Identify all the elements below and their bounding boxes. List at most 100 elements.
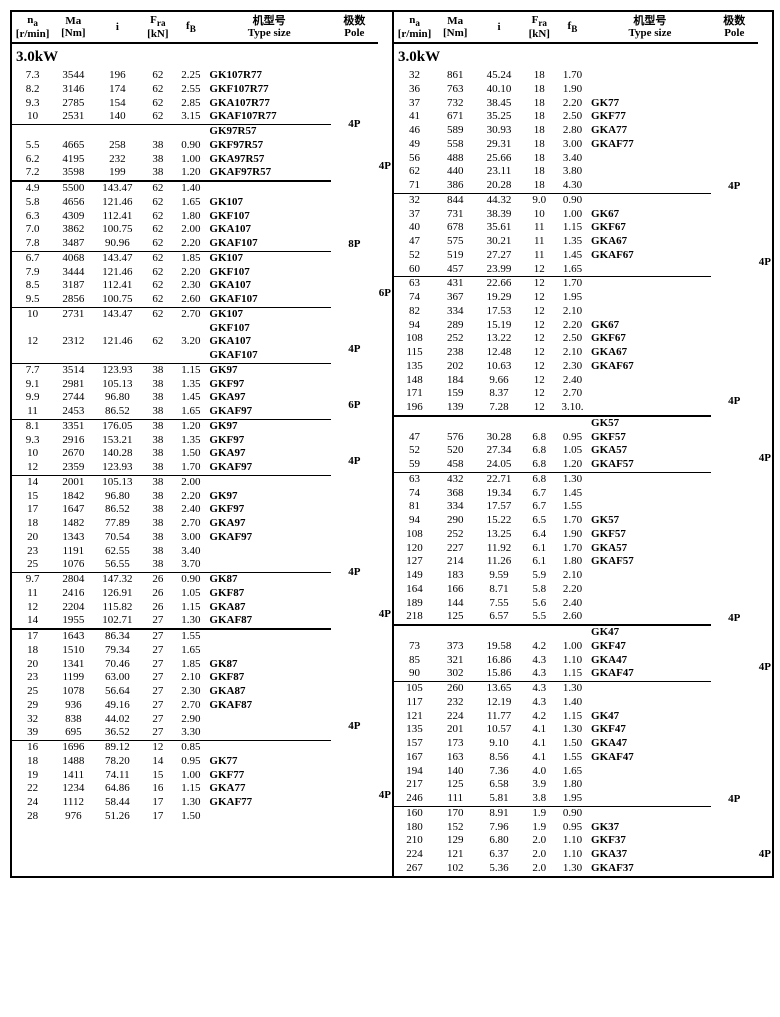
cell-i: 11.77	[475, 710, 522, 724]
cell-fra: 62	[141, 69, 174, 83]
cell-type-size: GKAF97R57	[207, 166, 331, 181]
cell-pole: 4P	[758, 640, 772, 696]
cell-ma: 2453	[53, 405, 93, 419]
cell-na: 9.3	[12, 97, 53, 111]
cell-na: 135	[394, 360, 435, 374]
cell-na: 47	[394, 235, 435, 249]
data-row: 17164786.52382.40GKF97	[12, 503, 392, 517]
cell-na: 40	[394, 221, 435, 235]
cell-na: 47	[394, 431, 435, 445]
cell-fra: 38	[141, 490, 174, 504]
cell-ma: 558	[435, 138, 475, 152]
cell-type-size: GKF47	[589, 640, 711, 654]
cell-type-size	[207, 629, 331, 644]
col-pole: 极数Pole	[711, 12, 758, 43]
cell-na	[12, 349, 53, 363]
cell-i: 121.46	[94, 266, 142, 280]
cell-na: 90	[394, 667, 435, 681]
cell-fra: 6.8	[523, 444, 556, 458]
cell-fra: 62	[141, 97, 174, 111]
cell-fra: 38	[141, 434, 174, 448]
cell-i: 7.96	[475, 821, 522, 835]
cell-i: 45.24	[475, 69, 522, 83]
cell-fra: 6.1	[523, 542, 556, 556]
cell-na: 60	[394, 263, 435, 277]
cell-fb: 2.60	[556, 610, 589, 625]
cell-fb: 1.00	[556, 208, 589, 222]
cell-ma: 302	[435, 667, 475, 681]
cell-ma: 1078	[53, 685, 93, 699]
cell-i: 30.28	[475, 431, 522, 445]
cell-na: 9.3	[12, 434, 53, 448]
cell-ma: 520	[435, 444, 475, 458]
cell-fb: 1.50	[556, 737, 589, 751]
cell-fra: 27	[141, 685, 174, 699]
cell-fb: 3.40	[556, 152, 589, 166]
cell-i: 9.66	[475, 374, 522, 388]
data-row: 7.23598199381.20GKAF97R57	[12, 166, 392, 181]
cell-fb: 2.40	[556, 597, 589, 611]
cell-ma: 102	[435, 862, 475, 876]
cell-fra: 18	[523, 97, 556, 111]
cell-type-size: GKF87	[207, 671, 331, 685]
cell-i: 6.58	[475, 778, 522, 792]
cell-fb: 1.95	[556, 792, 589, 806]
cell-fra: 62	[141, 293, 174, 307]
cell-fb: 0.95	[174, 755, 207, 769]
cell-na: 217	[394, 778, 435, 792]
cell-ma: 2916	[53, 434, 93, 448]
cell-ma: 763	[435, 83, 475, 97]
cell-type-size: GK67	[589, 208, 711, 222]
cell-na: 36	[394, 83, 435, 97]
cell-na: 37	[394, 97, 435, 111]
cell-fra: 12	[523, 387, 556, 401]
cell-na: 11	[12, 405, 53, 419]
cell-fb: 1.05	[556, 444, 589, 458]
cell-i: 22.71	[475, 472, 522, 486]
cell-pole: 4P	[378, 587, 392, 644]
data-row: 4658930.93182.80GKA774P	[394, 124, 772, 138]
cell-ma: 183	[435, 569, 475, 583]
cell-type-size: GK47	[589, 625, 711, 640]
cell-fb: 2.10	[556, 305, 589, 319]
cell-i: 77.89	[94, 517, 142, 531]
cell-i: 9.59	[475, 569, 522, 583]
cell-i: 9.10	[475, 737, 522, 751]
cell-i: 86.52	[94, 503, 142, 517]
cell-ma: 3598	[53, 166, 93, 181]
cell-i: 19.29	[475, 291, 522, 305]
cell-na: 167	[394, 751, 435, 765]
cell-ma: 334	[435, 500, 475, 514]
cell-fb: 1.85	[174, 251, 207, 265]
cell-fb	[556, 416, 589, 431]
cell-ma: 4665	[53, 139, 93, 153]
cell-ma: 2359	[53, 461, 93, 475]
cell-ma: 170	[435, 806, 475, 820]
cell-fra: 4.1	[523, 737, 556, 751]
data-row: 22123464.86161.15GKA77	[12, 782, 392, 796]
cell-type-size: GKA57	[589, 444, 711, 458]
cell-na: 171	[394, 387, 435, 401]
cell-fra: 1.9	[523, 821, 556, 835]
cell-fra: 5.5	[523, 610, 556, 625]
cell-i: 174	[94, 83, 142, 97]
cell-type-size	[589, 806, 711, 820]
spec-table: na[r/min] Ma[Nm] i Fra[kN] fB 机型号Type si…	[394, 12, 772, 876]
cell-i: 143.47	[94, 307, 142, 321]
cell-i: 7.55	[475, 597, 522, 611]
cell-ma: 731	[435, 208, 475, 222]
cell-na: 32	[12, 713, 53, 727]
cell-i: 6.80	[475, 834, 522, 848]
cell-pole: 4P	[758, 221, 772, 305]
cell-ma: 152	[435, 821, 475, 835]
cell-pole	[711, 319, 758, 333]
cell-ma: 184	[435, 374, 475, 388]
cell-fb: 1.15	[174, 363, 207, 377]
cell-ma: 2001	[53, 475, 93, 489]
cell-i	[94, 349, 142, 363]
cell-i: 51.26	[94, 810, 142, 824]
spec-table: na[r/min] Ma[Nm] i Fra[kN] fB 机型号Type si…	[12, 12, 392, 824]
cell-type-size: GKAF47	[589, 667, 711, 681]
cell-na: 32	[394, 193, 435, 207]
cell-ma: 367	[435, 291, 475, 305]
